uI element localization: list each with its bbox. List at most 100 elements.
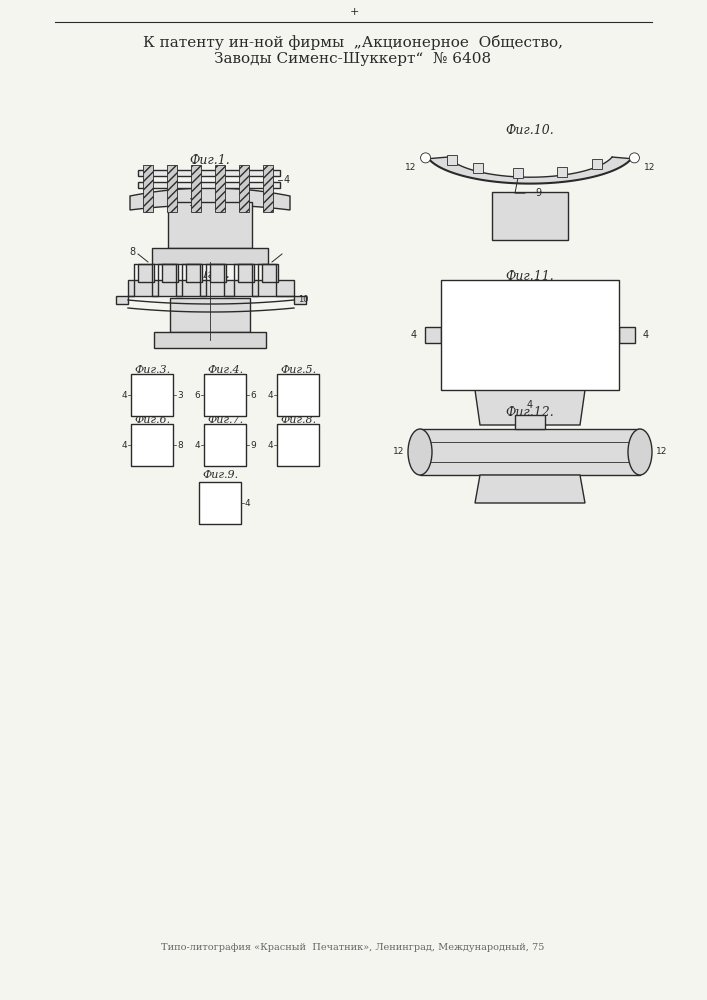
Bar (286, 424, 310, 466)
Bar (131, 374, 140, 416)
Bar (208, 482, 232, 524)
Ellipse shape (408, 429, 432, 475)
Text: 12: 12 (405, 163, 416, 172)
Bar (425, 327, 441, 343)
Bar (492, 192, 568, 240)
Text: 12: 12 (392, 448, 404, 456)
Bar (239, 165, 249, 212)
Text: 4: 4 (643, 330, 649, 340)
Text: 4: 4 (267, 390, 273, 399)
Bar (152, 248, 268, 264)
Bar (140, 374, 164, 416)
Bar (441, 280, 619, 390)
Bar (553, 288, 565, 382)
Text: 4: 4 (245, 498, 250, 508)
Text: Фиг.3.: Фиг.3. (134, 365, 170, 375)
Text: Фиг.9.: Фиг.9. (202, 470, 238, 480)
Text: 3: 3 (177, 390, 182, 399)
Polygon shape (475, 390, 585, 425)
Bar (213, 424, 237, 466)
Bar (238, 264, 254, 282)
Bar (138, 170, 280, 176)
Bar (286, 374, 310, 416)
Bar (131, 424, 173, 466)
Bar (467, 288, 479, 382)
Text: Фиг.12.: Фиг.12. (506, 406, 554, 420)
Text: Заводы Сименс-Шуккерт“  № 6408: Заводы Сименс-Шуккерт“ № 6408 (214, 52, 491, 66)
Bar (453, 280, 607, 390)
Text: 4: 4 (411, 330, 417, 340)
Bar (277, 374, 319, 416)
Bar (213, 374, 237, 416)
Text: 9: 9 (535, 188, 541, 198)
Bar (515, 415, 545, 429)
Text: +: + (349, 7, 358, 17)
Ellipse shape (628, 429, 652, 475)
Text: 4: 4 (527, 400, 533, 410)
Bar (495, 288, 507, 382)
Bar (262, 264, 278, 282)
Bar (186, 264, 202, 282)
Bar (232, 482, 241, 524)
Bar (204, 424, 213, 466)
Text: Фиг.11.: Фиг.11. (506, 270, 554, 284)
Bar (199, 482, 208, 524)
Bar (288, 378, 308, 412)
Text: К патенту ин-ной фирмы  „Акционерное  Общество,: К патенту ин-ной фирмы „Акционерное Обще… (143, 34, 563, 49)
Bar (170, 298, 250, 332)
Text: 4: 4 (194, 440, 200, 450)
Bar (582, 288, 594, 382)
Text: 8: 8 (177, 440, 182, 450)
Text: Фиг.7.: Фиг.7. (207, 415, 243, 425)
Text: Фиг.6.: Фиг.6. (134, 415, 170, 425)
Bar (277, 424, 319, 466)
Bar (448, 155, 457, 165)
Bar (420, 429, 640, 475)
Text: 6: 6 (250, 390, 256, 399)
Bar (131, 424, 140, 466)
Bar (168, 202, 252, 248)
Text: 10: 10 (298, 294, 308, 304)
Bar (524, 288, 536, 382)
Bar (513, 168, 523, 178)
Bar (204, 374, 246, 416)
Polygon shape (130, 188, 290, 210)
Text: Фиг.10.: Фиг.10. (506, 123, 554, 136)
Bar (142, 378, 162, 412)
Text: Фиг.8.: Фиг.8. (280, 415, 316, 425)
Text: 4: 4 (222, 396, 228, 405)
Polygon shape (294, 296, 306, 304)
Bar (164, 424, 173, 466)
Bar (277, 424, 286, 466)
Bar (310, 374, 319, 416)
Text: 8: 8 (130, 247, 136, 257)
Bar (140, 424, 164, 466)
Bar (162, 264, 178, 282)
Bar (607, 280, 619, 390)
Bar (131, 374, 173, 416)
Bar (473, 163, 484, 173)
Text: 4: 4 (122, 440, 127, 450)
Text: 4: 4 (267, 440, 273, 450)
Bar (154, 332, 266, 348)
Bar (441, 280, 453, 390)
Bar (167, 165, 177, 212)
Bar (199, 482, 241, 524)
Bar (128, 280, 294, 296)
Bar (210, 486, 230, 520)
Bar (215, 378, 235, 412)
Bar (263, 165, 273, 212)
Bar (204, 424, 246, 466)
Bar (592, 159, 602, 169)
Bar (310, 424, 319, 466)
Polygon shape (116, 296, 128, 304)
Bar (210, 264, 226, 282)
Text: Фиг.4.: Фиг.4. (207, 365, 243, 375)
Text: 1: 1 (189, 198, 195, 208)
Circle shape (629, 153, 639, 163)
Bar (619, 327, 635, 343)
Text: Фиг.1.: Фиг.1. (189, 153, 230, 166)
Bar (237, 424, 246, 466)
Bar (143, 165, 153, 212)
Text: Фиг.2.: Фиг.2. (189, 268, 230, 282)
